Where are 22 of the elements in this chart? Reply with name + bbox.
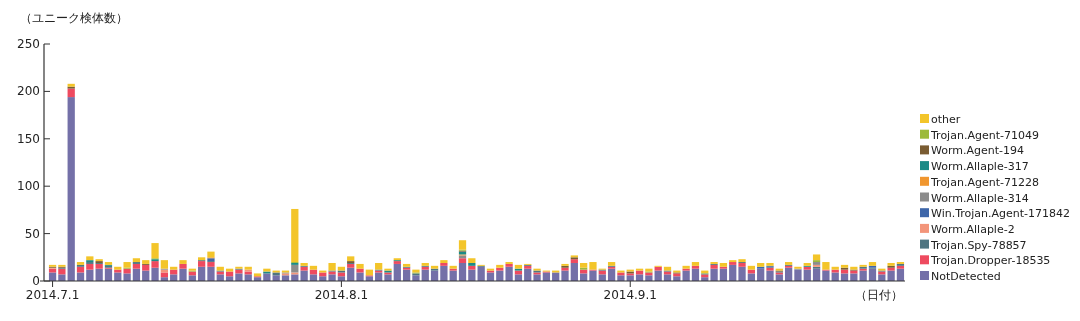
x-axis-title: （日付） <box>855 288 903 302</box>
y-tick-label: 200 <box>17 84 40 99</box>
y-tick-label: 0 <box>32 274 40 288</box>
legend-label: Trojan.Spy-78857 <box>930 238 1027 252</box>
x-tick-label: 2014.8.1 <box>314 288 369 302</box>
legend-label: Worm.Agent-194 <box>931 144 1025 158</box>
legend-label: other <box>931 113 961 126</box>
x-tick-label: 2014.9.1 <box>603 288 657 302</box>
y-tick-label: 100 <box>17 179 40 194</box>
y-tick-label: 50 <box>24 226 40 241</box>
legend-label: Trojan.Agent-71228 <box>930 175 1039 189</box>
legend-label: Trojan.Agent-71049 <box>930 128 1039 142</box>
x-tick-label: 2014.7.1 <box>25 288 80 302</box>
chart-title: （ユニーク検体数） <box>20 11 128 25</box>
legend-label: Win.Trojan.Agent-171842 <box>931 207 1071 221</box>
legend-label: NotDetected <box>931 270 1001 283</box>
legend-label: Worm.Allaple-314 <box>931 191 1029 205</box>
y-tick-label: 150 <box>17 131 40 146</box>
legend-label: Trojan.Dropper-18535 <box>930 254 1051 268</box>
y-tick-label: 250 <box>17 37 40 51</box>
legend-label: Worm.Allaple-317 <box>931 160 1029 174</box>
legend-label: Worm.Allaple-2 <box>931 222 1015 236</box>
